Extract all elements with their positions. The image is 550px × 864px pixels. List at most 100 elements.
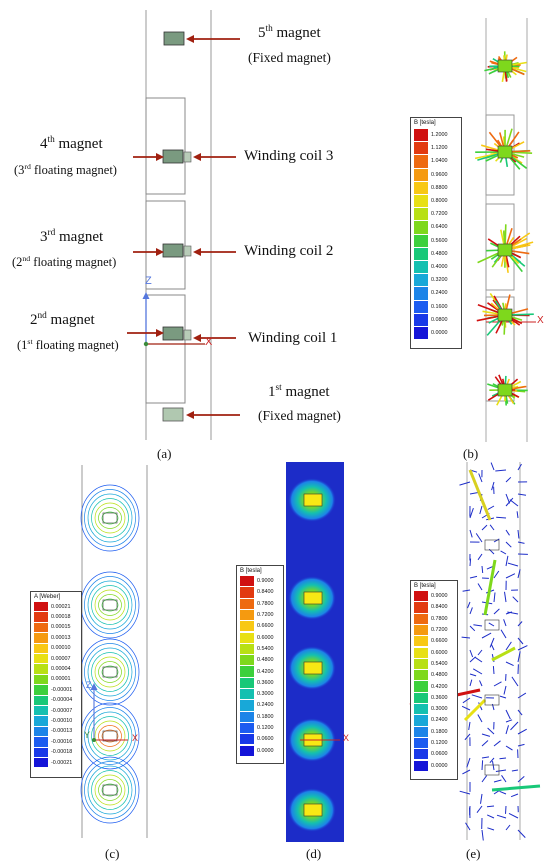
legend-swatch — [34, 654, 48, 664]
field-vector — [517, 463, 522, 471]
caption-c: (c) — [105, 846, 120, 861]
legend-tick: 0.4800 — [257, 657, 274, 664]
legend-tick: 0.1600 — [431, 303, 448, 310]
legend-swatch — [414, 234, 428, 247]
strong-field-vector — [491, 646, 516, 662]
legend-swatch — [414, 749, 428, 760]
panel-c-x-label: X — [132, 733, 139, 743]
legend-swatch — [414, 670, 428, 681]
field-vector — [505, 641, 512, 651]
legend-tick: 0.3000 — [257, 691, 274, 698]
legend-tick: 0.6000 — [257, 634, 274, 641]
strong-field-vector — [483, 559, 497, 616]
field-vector — [465, 822, 471, 831]
field-vector — [505, 745, 513, 751]
field-vector — [467, 601, 471, 609]
legend-tick: -0.00001 — [51, 686, 73, 693]
magnet-outline — [102, 666, 118, 678]
legend-row: -0.00018 — [34, 747, 73, 757]
contour-line — [101, 665, 119, 679]
legend-tick: 0.0600 — [257, 736, 274, 743]
legend-tick: 0.1200 — [257, 725, 274, 732]
legend-row: 0.1200 — [414, 737, 448, 749]
legend-row: 0.6000 — [414, 647, 448, 658]
legend-row: 0.5400 — [240, 643, 274, 655]
field-vector — [486, 814, 495, 819]
contour-line — [87, 765, 133, 815]
magnet-4-shape — [162, 149, 184, 164]
field-vector — [517, 645, 528, 651]
legend-row: 0.8400 — [240, 587, 274, 598]
contour-line — [80, 638, 140, 706]
legend-swatch — [34, 716, 48, 726]
legend-row: 0.5600 — [414, 234, 448, 247]
legend-row: 0.8000 — [414, 195, 448, 208]
contour-line — [84, 707, 136, 765]
legend-tick: 0.1200 — [431, 740, 448, 747]
legend-swatch — [414, 247, 428, 260]
legend-swatch — [34, 706, 48, 716]
field-vector — [503, 619, 507, 627]
field-vector — [480, 793, 483, 804]
legend-swatch — [414, 692, 428, 703]
field-vector — [493, 779, 502, 783]
legend-tick: 0.0800 — [431, 316, 448, 323]
legend-tick: 0.3000 — [431, 706, 448, 713]
legend-e-title: B [tesla] — [414, 583, 436, 589]
legend-tick: 0.7200 — [257, 612, 274, 619]
panel-c-y-label: Y — [84, 730, 91, 740]
magnet-outline — [102, 599, 118, 611]
legend-row: -0.00016 — [34, 737, 72, 747]
legend-swatch — [34, 747, 48, 757]
magnet-shape — [497, 243, 513, 257]
legend-row: 0.6400 — [414, 221, 448, 234]
field-vector — [479, 505, 483, 515]
legend-row: 0.0000 — [414, 760, 448, 771]
field-vector — [469, 607, 473, 615]
field-vector — [505, 824, 511, 831]
field-vector — [475, 533, 483, 543]
field-vector — [503, 685, 507, 695]
field-vector — [469, 807, 471, 819]
contour-line — [98, 725, 122, 747]
field-vector — [469, 507, 474, 519]
legend-panel-d: B [tesla] 0.9000 0.8400 0.7800 0.7200 0.6600… — [236, 565, 284, 764]
field-vector — [462, 697, 471, 704]
contour-line — [101, 783, 119, 797]
legend-tick: 0.9000 — [431, 593, 448, 600]
field-vector — [499, 757, 507, 760]
panel-d-hotspots — [288, 478, 336, 832]
legend-tick: 0.0000 — [431, 762, 448, 769]
legend-swatch — [414, 624, 428, 636]
label-winding-coil-1: Winding coil 1 — [248, 330, 338, 346]
legend-swatch — [414, 647, 428, 658]
contour-line — [84, 643, 136, 701]
magnet-shape — [303, 591, 323, 605]
legend-row: 0.1800 — [414, 726, 448, 737]
legend-tick: 0.0600 — [431, 751, 448, 758]
legend-tick: -0.00018 — [51, 749, 73, 756]
winding-coil-2-shape — [145, 200, 186, 290]
legend-row: 0.5400 — [414, 658, 448, 670]
field-vector — [505, 709, 511, 720]
field-vector — [481, 632, 492, 639]
legend-tick: 0.8400 — [431, 604, 448, 611]
field-vector — [505, 719, 513, 723]
legend-tick: 1.2000 — [431, 132, 448, 139]
legend-swatch — [414, 274, 428, 287]
legend-swatch — [34, 612, 48, 622]
field-vector — [493, 538, 500, 543]
strong-field-vector — [463, 698, 487, 722]
field-vector — [495, 469, 507, 472]
legend-row: 0.6600 — [240, 621, 274, 632]
label-2nd-magnet-sub: (1st floating magnet) — [17, 336, 119, 352]
legend-row: 0.4000 — [414, 261, 448, 274]
field-vector — [477, 649, 483, 656]
legend-row: 0.7200 — [414, 208, 448, 221]
legend-tick: 0.0000 — [431, 330, 448, 337]
legend-swatch — [414, 636, 428, 647]
field-vector — [517, 637, 524, 645]
legend-tick: -0.00013 — [51, 728, 73, 735]
legend-swatch — [414, 155, 428, 168]
label-4th-magnet: 4th magnet — [40, 135, 103, 152]
